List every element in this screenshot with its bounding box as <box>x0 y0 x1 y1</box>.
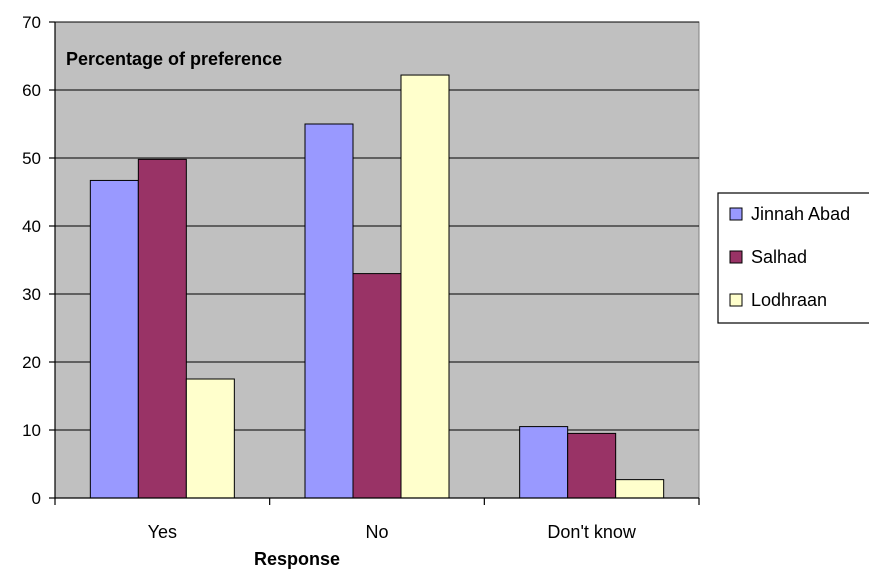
x-tick-label: Yes <box>148 522 177 542</box>
bar-salhad-0 <box>137 158 187 499</box>
y-tick-label: 50 <box>22 149 41 168</box>
y-tick-label: 30 <box>22 285 41 304</box>
chart-title: Percentage of preference <box>66 49 282 69</box>
legend: Jinnah Abad Salhad Lodhraan <box>729 204 850 310</box>
y-tick-label: 40 <box>22 217 41 236</box>
bars <box>89 74 665 499</box>
y-tick-label: 0 <box>32 489 41 508</box>
legend-label: Lodhraan <box>751 290 827 310</box>
bar-jinnah-abad-1 <box>304 123 354 499</box>
legend-label: Salhad <box>751 247 807 267</box>
x-axis: Yes No Don't know <box>54 497 700 542</box>
y-tick-label: 10 <box>22 421 41 440</box>
legend-swatch <box>729 250 743 264</box>
bar-lodhraan-0 <box>185 378 235 499</box>
y-tick-label: 20 <box>22 353 41 372</box>
bar-salhad-2 <box>567 432 617 499</box>
x-axis-title: Response <box>254 549 340 569</box>
bar-salhad-1 <box>352 273 402 499</box>
y-tick-label: 70 <box>22 13 41 32</box>
bar-jinnah-abad-0 <box>89 179 139 499</box>
legend-swatch <box>729 293 743 307</box>
y-tick-label: 60 <box>22 81 41 100</box>
legend-box <box>717 192 869 324</box>
y-axis: 0 10 20 30 40 50 60 70 <box>22 13 56 508</box>
bar-lodhraan-1 <box>400 74 450 499</box>
legend-swatch <box>729 207 743 221</box>
legend-label: Jinnah Abad <box>751 204 850 224</box>
bar-lodhraan-2 <box>615 479 665 499</box>
x-tick-label: No <box>365 522 388 542</box>
bar-jinnah-abad-2 <box>519 426 569 499</box>
x-tick-label: Don't know <box>547 522 636 542</box>
